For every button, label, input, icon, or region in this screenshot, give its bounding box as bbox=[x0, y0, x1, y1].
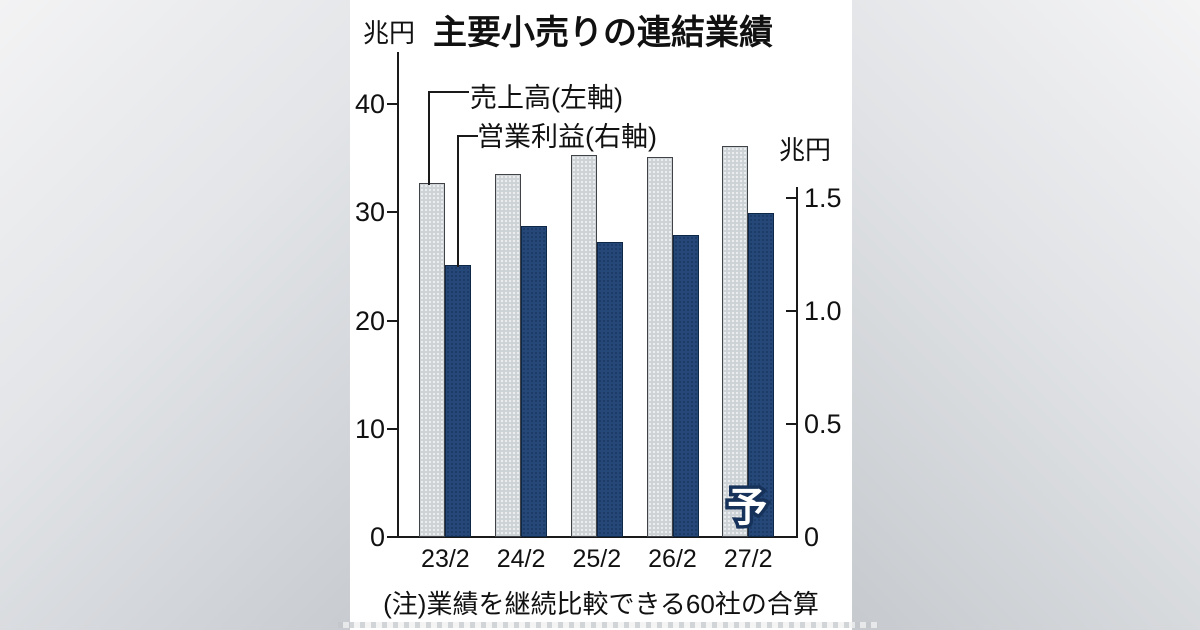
right-axis-tick-label: 1.5 bbox=[804, 183, 842, 213]
forecast-mark-outline: 予 bbox=[724, 483, 771, 534]
sales-bar bbox=[646, 157, 673, 537]
x-axis-category-label: 23/2 bbox=[421, 545, 470, 573]
profit-bar bbox=[672, 235, 699, 537]
background-gradient-left bbox=[0, 0, 350, 630]
sales-bar bbox=[419, 183, 446, 537]
right-axis-tick bbox=[786, 310, 796, 312]
sales-bar bbox=[722, 146, 749, 537]
forecast-mark-text: 予 bbox=[727, 486, 768, 530]
profit-bar bbox=[748, 212, 775, 537]
x-axis-category-label: 25/2 bbox=[572, 545, 622, 573]
chart-title: 主要小売りの連結業績 bbox=[433, 14, 773, 52]
legend-profit-connector bbox=[457, 135, 478, 267]
profit-bar bbox=[596, 242, 623, 537]
sales-bar bbox=[570, 154, 597, 537]
legend-sales-label: 売上高(左軸) bbox=[470, 83, 623, 113]
right-axis-tick bbox=[786, 423, 796, 425]
background-gradient-right bbox=[852, 0, 1200, 630]
right-axis-tick bbox=[786, 536, 796, 538]
left-axis-tick-label: 0 bbox=[369, 522, 385, 552]
sales-bar bbox=[495, 174, 522, 537]
x-axis-category-label: 26/2 bbox=[648, 545, 697, 573]
left-axis-tick-label: 20 bbox=[354, 305, 385, 336]
profit-bar bbox=[521, 226, 548, 537]
forecast-mark: 予予 bbox=[724, 483, 771, 534]
right-axis-tick-label: 0.5 bbox=[804, 409, 842, 439]
legend-sales-connector bbox=[428, 91, 469, 186]
x-axis-category-label: 24/2 bbox=[496, 545, 546, 573]
left-axis-tick bbox=[387, 427, 397, 430]
left-axis-tick-label: 40 bbox=[354, 89, 385, 119]
left-axis-unit-label: 兆円 bbox=[363, 18, 416, 48]
x-axis-line bbox=[397, 536, 798, 538]
left-axis-line bbox=[397, 52, 399, 538]
x-axis-category-label: 27/2 bbox=[723, 545, 773, 573]
footnote: (注)業績を継続比較できる60社の合算 bbox=[383, 589, 819, 619]
left-axis-tick bbox=[387, 319, 397, 322]
right-axis-line bbox=[796, 187, 798, 538]
profit-bar bbox=[445, 264, 472, 537]
right-axis-tick-label: 1.0 bbox=[804, 296, 842, 326]
left-axis-tick bbox=[387, 211, 397, 214]
legend-profit-label: 営業利益(右軸) bbox=[477, 122, 657, 152]
left-axis-tick bbox=[387, 536, 397, 538]
right-axis-unit-label: 兆円 bbox=[779, 135, 832, 165]
left-axis-tick bbox=[387, 103, 397, 105]
bottom-dotted-band bbox=[338, 622, 878, 628]
right-axis-tick-label: 0 bbox=[804, 522, 820, 552]
left-axis-tick-label: 30 bbox=[354, 197, 385, 228]
left-axis-tick-label: 10 bbox=[354, 413, 385, 444]
right-axis-tick bbox=[786, 197, 796, 199]
